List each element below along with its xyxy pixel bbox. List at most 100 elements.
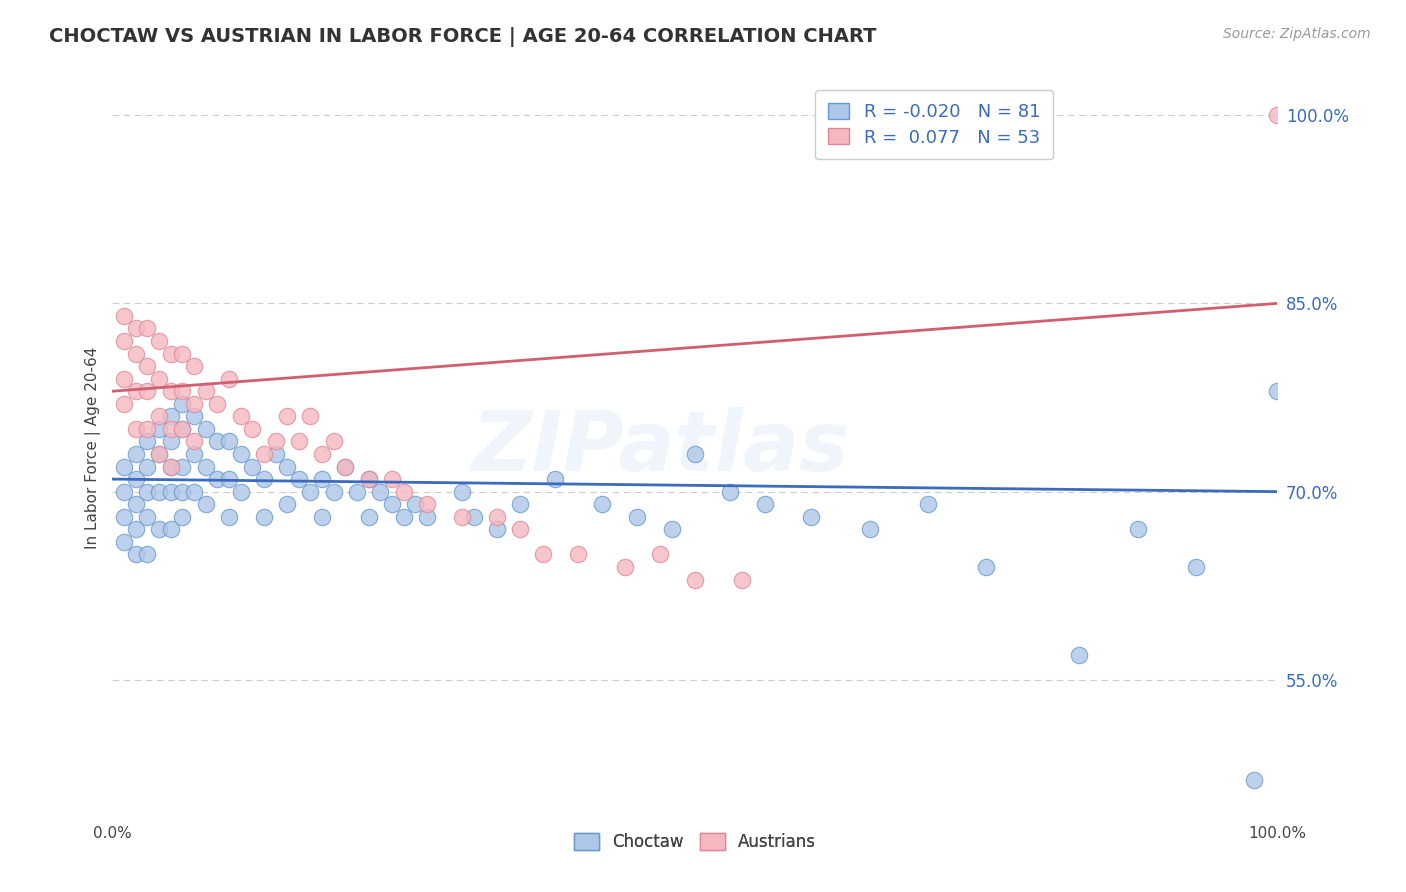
Point bbox=[451, 484, 474, 499]
Point bbox=[416, 509, 439, 524]
Point bbox=[183, 447, 205, 461]
Point bbox=[357, 472, 380, 486]
Point bbox=[974, 560, 997, 574]
Point bbox=[218, 509, 240, 524]
Y-axis label: In Labor Force | Age 20-64: In Labor Force | Age 20-64 bbox=[86, 346, 101, 549]
Point bbox=[754, 497, 776, 511]
Point bbox=[136, 434, 159, 449]
Point bbox=[451, 509, 474, 524]
Point bbox=[112, 397, 135, 411]
Point bbox=[136, 422, 159, 436]
Point bbox=[172, 422, 194, 436]
Point bbox=[112, 372, 135, 386]
Point bbox=[136, 548, 159, 562]
Point bbox=[1069, 648, 1091, 662]
Point bbox=[335, 459, 357, 474]
Point bbox=[125, 346, 148, 360]
Point bbox=[172, 422, 194, 436]
Point bbox=[264, 447, 287, 461]
Point bbox=[159, 522, 181, 536]
Point bbox=[183, 397, 205, 411]
Point bbox=[485, 509, 508, 524]
Point bbox=[136, 484, 159, 499]
Point bbox=[172, 484, 194, 499]
Point bbox=[125, 384, 148, 399]
Point bbox=[125, 447, 148, 461]
Point bbox=[533, 548, 555, 562]
Point bbox=[381, 497, 404, 511]
Point bbox=[148, 522, 170, 536]
Point bbox=[148, 447, 170, 461]
Point bbox=[392, 509, 415, 524]
Point bbox=[800, 509, 823, 524]
Point bbox=[404, 497, 426, 511]
Point bbox=[125, 497, 148, 511]
Point bbox=[311, 472, 333, 486]
Point bbox=[311, 509, 333, 524]
Point bbox=[194, 422, 217, 436]
Point bbox=[136, 509, 159, 524]
Point bbox=[463, 509, 485, 524]
Point bbox=[148, 409, 170, 424]
Point bbox=[229, 447, 252, 461]
Point bbox=[172, 397, 194, 411]
Point bbox=[253, 447, 276, 461]
Point bbox=[683, 573, 706, 587]
Point bbox=[207, 472, 229, 486]
Point bbox=[148, 447, 170, 461]
Point bbox=[159, 434, 181, 449]
Point bbox=[509, 522, 531, 536]
Point bbox=[218, 372, 240, 386]
Point bbox=[148, 334, 170, 348]
Point bbox=[229, 484, 252, 499]
Point bbox=[276, 497, 298, 511]
Point bbox=[218, 434, 240, 449]
Point bbox=[335, 459, 357, 474]
Point bbox=[112, 459, 135, 474]
Point bbox=[125, 321, 148, 335]
Point bbox=[194, 497, 217, 511]
Point bbox=[859, 522, 882, 536]
Point bbox=[240, 459, 263, 474]
Point bbox=[159, 409, 181, 424]
Point bbox=[172, 384, 194, 399]
Point bbox=[218, 472, 240, 486]
Point bbox=[253, 472, 276, 486]
Point bbox=[591, 497, 613, 511]
Point bbox=[112, 534, 135, 549]
Point bbox=[322, 484, 344, 499]
Point bbox=[136, 321, 159, 335]
Point bbox=[1267, 108, 1289, 122]
Point bbox=[264, 434, 287, 449]
Point bbox=[299, 409, 322, 424]
Point bbox=[159, 422, 181, 436]
Point bbox=[357, 509, 380, 524]
Point bbox=[125, 422, 148, 436]
Point bbox=[159, 346, 181, 360]
Point bbox=[136, 384, 159, 399]
Point bbox=[730, 573, 752, 587]
Point bbox=[276, 459, 298, 474]
Point bbox=[112, 309, 135, 323]
Point bbox=[112, 334, 135, 348]
Point bbox=[718, 484, 741, 499]
Point bbox=[240, 422, 263, 436]
Point bbox=[148, 422, 170, 436]
Point bbox=[1267, 384, 1289, 399]
Point bbox=[683, 447, 706, 461]
Point bbox=[288, 434, 311, 449]
Point bbox=[183, 434, 205, 449]
Point bbox=[148, 372, 170, 386]
Point bbox=[322, 434, 344, 449]
Point bbox=[183, 484, 205, 499]
Point bbox=[544, 472, 567, 486]
Point bbox=[125, 548, 148, 562]
Point bbox=[159, 459, 181, 474]
Point bbox=[172, 346, 194, 360]
Point bbox=[485, 522, 508, 536]
Point bbox=[1243, 773, 1265, 788]
Text: ZIPatlas: ZIPatlas bbox=[471, 408, 849, 488]
Text: Source: ZipAtlas.com: Source: ZipAtlas.com bbox=[1223, 27, 1371, 41]
Point bbox=[1126, 522, 1149, 536]
Point bbox=[381, 472, 404, 486]
